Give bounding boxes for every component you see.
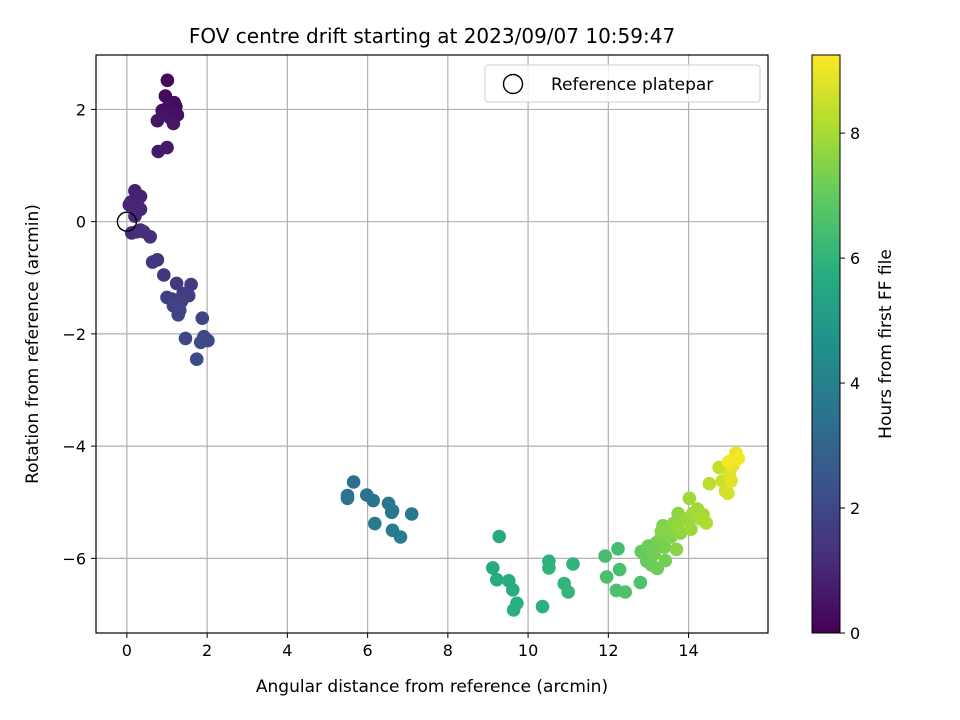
legend-box [484,64,761,103]
scatter-point [699,516,713,530]
scatter-point [669,542,684,557]
x-tick-label: 2 [202,641,212,660]
scatter-point [721,455,736,469]
scatter-point [506,603,521,617]
y-tick-label: −4 [62,437,86,456]
x-axis-ticks: 0 2 4 6 8 10 12 14 [122,633,699,660]
x-tick-label: 6 [363,641,373,660]
colorbar-tick-label: 2 [850,499,860,518]
scatter-point [166,116,181,131]
scatter-point [702,476,717,491]
legend-marker-icon [502,73,524,95]
scatter-point [535,599,550,614]
scatter-point [189,352,204,367]
scatter-point [404,507,419,521]
y-axis-label: Rotation from reference (arcmin) [23,204,43,484]
scatter-point [561,585,575,599]
scatter-point [184,277,198,292]
scatter-point [486,561,500,575]
scatter-point [193,335,208,350]
scatter-point [157,268,171,282]
scatter-point [658,553,673,568]
legend: Reference platepar [484,64,761,103]
scatter-point [682,491,697,506]
scatter-points [122,73,746,617]
scatter-point [542,561,556,575]
y-tick-label: 2 [76,100,86,119]
colorbar [811,54,841,634]
scatter-point [368,516,382,531]
scatter-point [598,549,612,563]
scatter-point [599,570,614,584]
scatter-point [393,530,408,544]
reference-marker [116,211,138,232]
x-axis-label: Angular distance from reference (arcmin) [256,677,608,697]
plot-frame [95,54,769,634]
scatter-point [151,144,165,159]
x-tick-label: 14 [678,641,698,660]
scatter-point [145,255,160,269]
y-axis-ticks: 2 0 −2 −4 −6 [62,100,96,568]
y-tick-label: 0 [76,213,86,232]
colorbar-ticks: 0 2 4 6 8 [840,124,860,643]
scatter-point [492,529,507,544]
chart-title: FOV centre drift starting at 2023/09/07 … [189,24,675,48]
x-tick-label: 4 [282,641,292,660]
scatter-point [721,486,735,501]
scatter-point [143,230,157,244]
colorbar-tick-label: 6 [850,249,860,268]
scatter-point [684,522,698,536]
y-tick-label: −2 [62,325,86,344]
colorbar-tick-label: 8 [850,124,860,143]
scatter-point [647,547,661,561]
x-tick-label: 0 [122,641,132,660]
legend-label: Reference platepar [551,75,713,95]
scatter-point [346,475,361,489]
scatter-point [612,562,627,577]
scatter-point [670,520,685,535]
scatter-point [566,557,580,571]
scatter-point [618,585,632,599]
scatter-point [490,572,504,587]
scatter-point [366,493,381,508]
reference-point [116,211,138,232]
y-tick-label: −6 [62,549,86,568]
scatter-point [169,276,184,291]
colorbar-label: Hours from first FF file [876,249,896,439]
x-tick-label: 10 [518,641,538,660]
scatter-point [724,474,738,488]
scatter-point [384,505,399,520]
scatter-point [171,308,185,322]
scatter-point [122,198,137,212]
x-tick-label: 8 [443,641,453,660]
colorbar-tick-label: 0 [850,624,860,643]
scatter-point [506,583,520,597]
scatter-point [611,542,625,556]
scatter-point [195,311,210,326]
scatter-point [633,575,648,590]
x-tick-label: 12 [598,641,618,660]
scatter-point [160,73,175,88]
scatter-point [150,113,165,128]
colorbar-tick-label: 4 [850,374,860,393]
scatter-point [340,491,355,506]
scatter-point [654,524,669,539]
scatter-point [178,331,193,346]
